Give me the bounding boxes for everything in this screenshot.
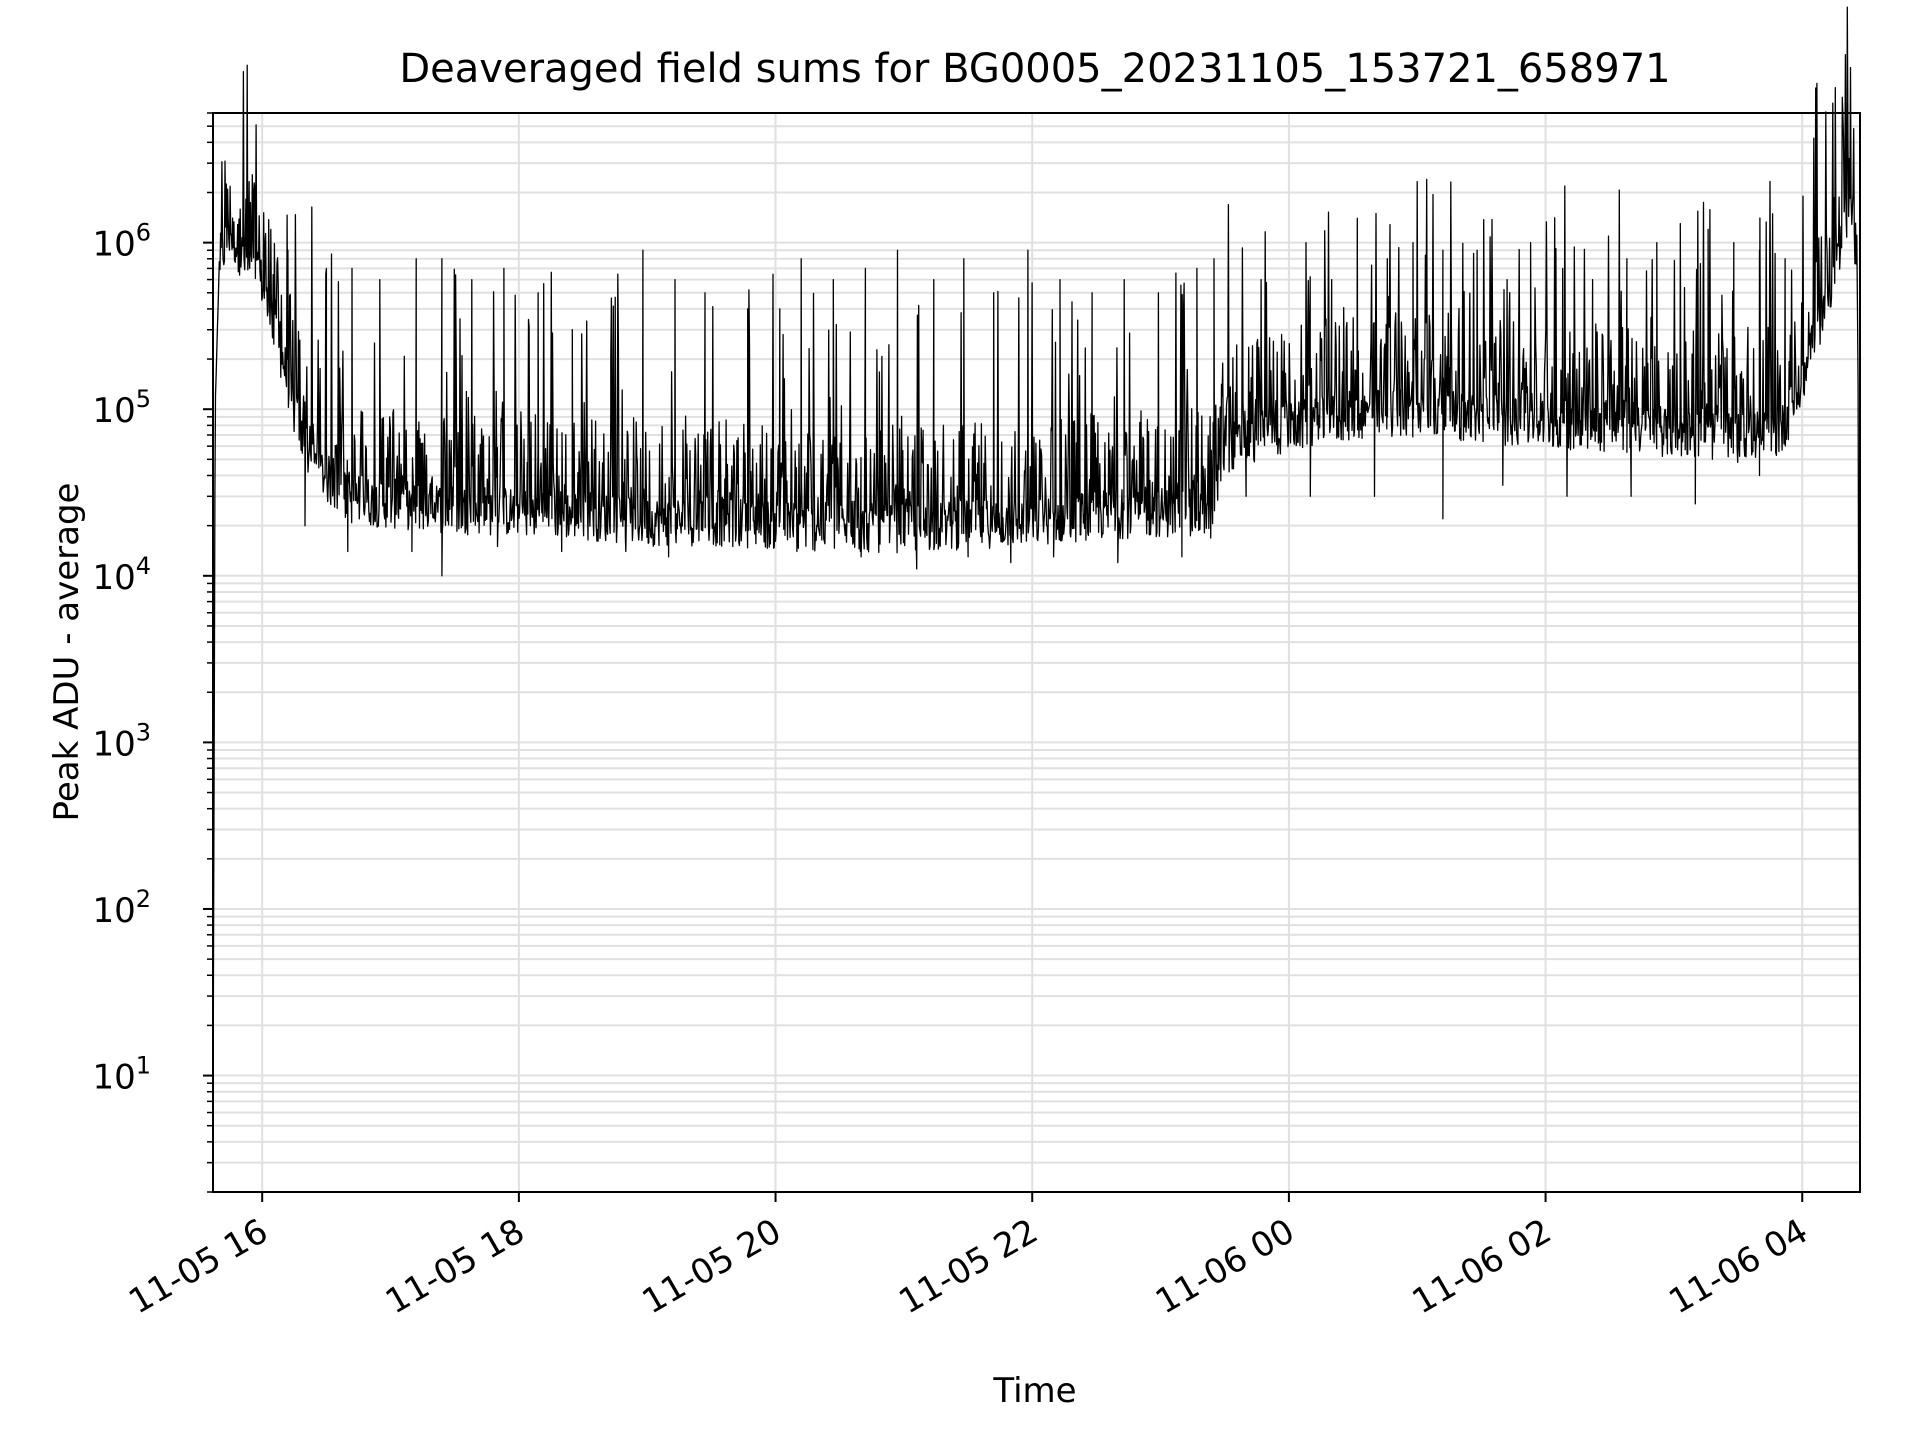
y-tick-label: 106 bbox=[92, 219, 151, 265]
series-layer bbox=[212, 6, 1861, 1142]
series-line bbox=[212, 6, 1861, 1142]
y-tick-label: 103 bbox=[92, 718, 151, 764]
y-tick-label: 101 bbox=[92, 1052, 151, 1098]
x-axis-label: Time bbox=[992, 1371, 1076, 1411]
chart-title: Deaveraged field sums for BG0005_2023110… bbox=[399, 46, 1670, 92]
plot-frame bbox=[212, 112, 1861, 1193]
y-tick-label: 105 bbox=[92, 385, 151, 431]
y-tick-label: 104 bbox=[92, 552, 151, 598]
grid bbox=[213, 112, 1860, 1193]
y-tick-label: 102 bbox=[92, 885, 151, 931]
y-axis-label: Peak ADU - average bbox=[47, 483, 87, 822]
